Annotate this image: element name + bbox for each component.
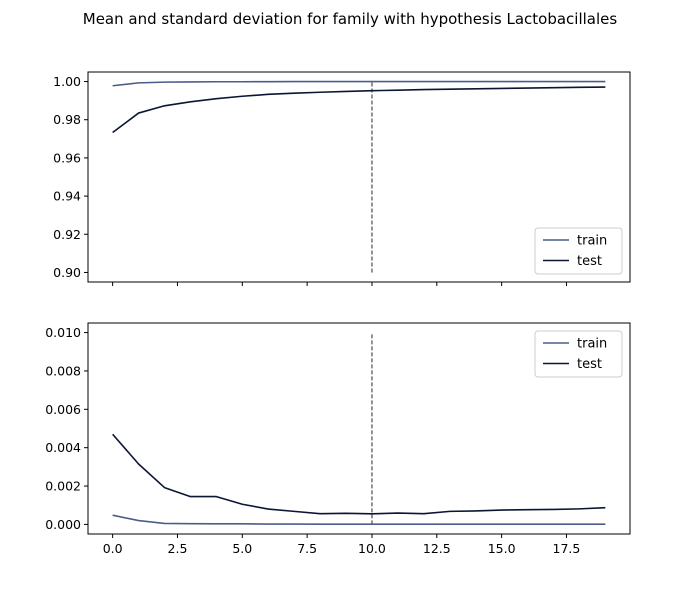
y-tick-label: 0.98 bbox=[53, 112, 81, 127]
x-tick-label: 10.0 bbox=[358, 541, 386, 556]
series-line-train bbox=[112, 514, 606, 526]
y-tick-label: 0.004 bbox=[45, 440, 81, 455]
legend-label-train: train bbox=[577, 337, 607, 352]
y-tick-label: 0.000 bbox=[45, 517, 81, 532]
y-tick-label: 0.006 bbox=[45, 402, 81, 417]
series-line-test bbox=[112, 433, 606, 515]
series-line-train bbox=[112, 80, 606, 87]
x-tick-label: 12.5 bbox=[423, 541, 451, 556]
axes-frame bbox=[87, 71, 631, 283]
y-tick-label: 0.008 bbox=[45, 363, 81, 378]
std-panel: 0.000 0.002 0.004 0.006 0.008 0.010 0.0 2.5 5.0 7… bbox=[45, 322, 631, 556]
legend-label-test: test bbox=[577, 254, 602, 269]
y-tick-label: 0.94 bbox=[53, 189, 81, 204]
legend-label-test: test bbox=[577, 357, 602, 372]
x-tick-label: 15.0 bbox=[488, 541, 516, 556]
axes-frame bbox=[87, 322, 631, 535]
legend: train test bbox=[534, 227, 623, 275]
y-tick-label: 0.96 bbox=[53, 150, 81, 165]
y-tick-label: 0.90 bbox=[53, 265, 81, 280]
x-tick-label: 17.5 bbox=[553, 541, 581, 556]
y-tick-label: 1.00 bbox=[53, 74, 81, 89]
series-line-test bbox=[112, 86, 606, 134]
x-tick-label: 7.5 bbox=[297, 541, 317, 556]
x-tick-label: 2.5 bbox=[168, 541, 188, 556]
y-tick-label: 0.92 bbox=[53, 227, 81, 242]
legend: train test bbox=[534, 330, 623, 378]
figure-title: Mean and standard deviation for family w… bbox=[83, 10, 618, 28]
x-tick-label: 5.0 bbox=[232, 541, 252, 556]
y-tick-label: 0.010 bbox=[45, 325, 81, 340]
x-tick-label: 0.0 bbox=[103, 541, 123, 556]
legend-label-train: train bbox=[577, 234, 607, 249]
mean-panel: 0.90 0.92 0.94 0.96 0.98 1.00 train test bbox=[53, 71, 631, 286]
y-tick-label: 0.002 bbox=[45, 479, 81, 494]
